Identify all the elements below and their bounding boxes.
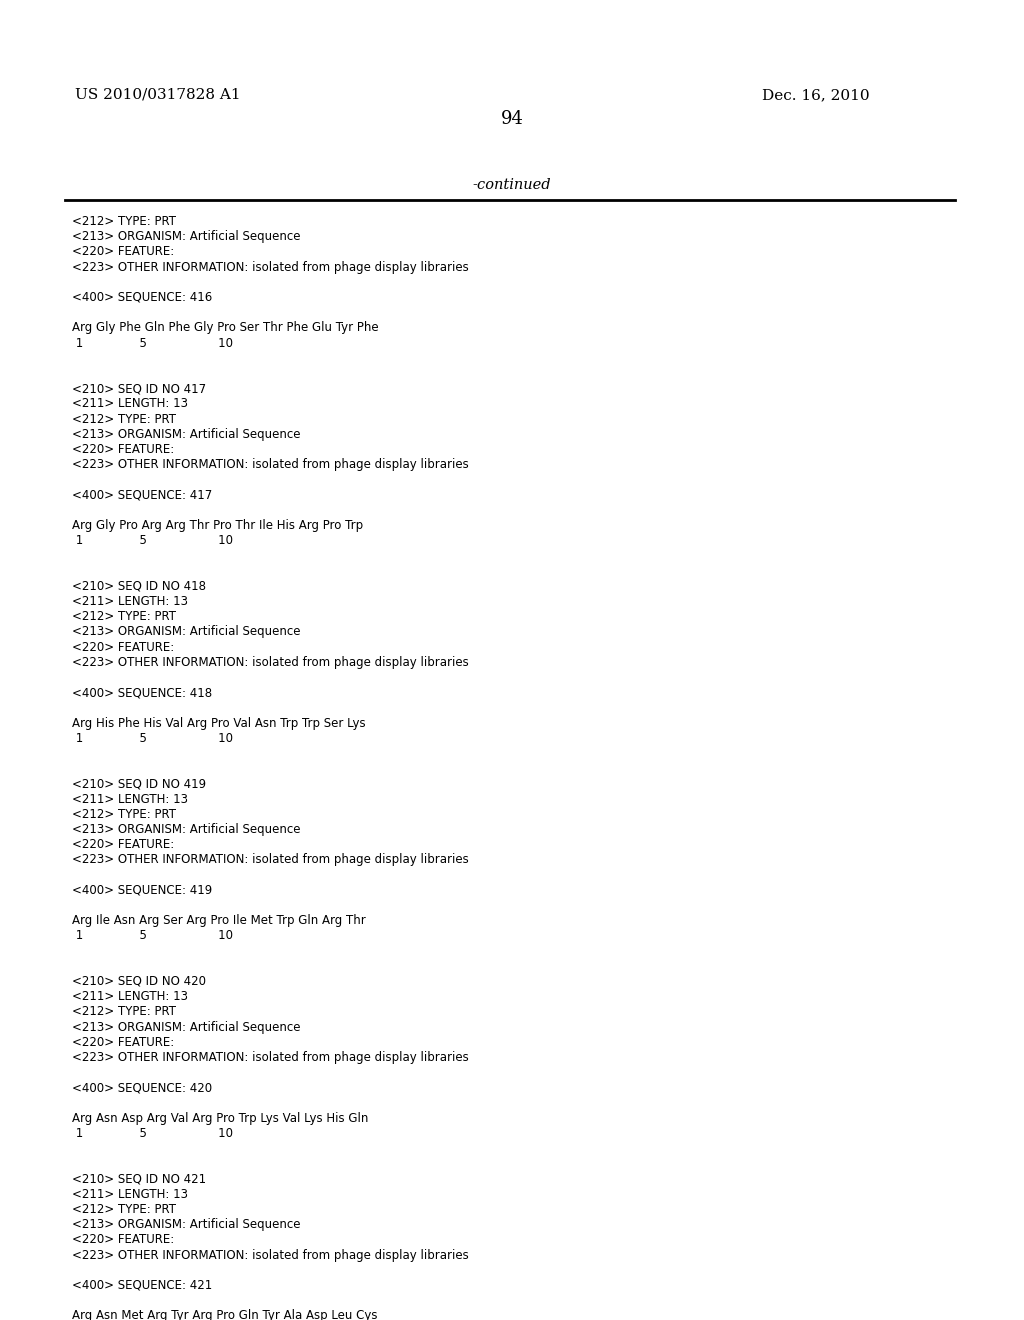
Text: Dec. 16, 2010: Dec. 16, 2010 [763,88,870,102]
Text: Arg Asn Met Arg Tyr Arg Pro Gln Tyr Ala Asp Leu Cys: Arg Asn Met Arg Tyr Arg Pro Gln Tyr Ala … [72,1309,378,1320]
Text: -continued: -continued [473,178,551,191]
Text: <213> ORGANISM: Artificial Sequence: <213> ORGANISM: Artificial Sequence [72,626,300,639]
Text: <210> SEQ ID NO 420: <210> SEQ ID NO 420 [72,975,206,987]
Text: <400> SEQUENCE: 417: <400> SEQUENCE: 417 [72,488,212,502]
Text: <210> SEQ ID NO 418: <210> SEQ ID NO 418 [72,579,206,593]
Text: 1               5                   10: 1 5 10 [72,1127,233,1140]
Text: <212> TYPE: PRT: <212> TYPE: PRT [72,610,176,623]
Text: Arg Ile Asn Arg Ser Arg Pro Ile Met Trp Gln Arg Thr: Arg Ile Asn Arg Ser Arg Pro Ile Met Trp … [72,915,366,927]
Text: <400> SEQUENCE: 421: <400> SEQUENCE: 421 [72,1279,212,1292]
Text: <210> SEQ ID NO 417: <210> SEQ ID NO 417 [72,383,206,395]
Text: US 2010/0317828 A1: US 2010/0317828 A1 [75,88,241,102]
Text: <400> SEQUENCE: 416: <400> SEQUENCE: 416 [72,290,212,304]
Text: <223> OTHER INFORMATION: isolated from phage display libraries: <223> OTHER INFORMATION: isolated from p… [72,854,469,866]
Text: <223> OTHER INFORMATION: isolated from phage display libraries: <223> OTHER INFORMATION: isolated from p… [72,260,469,273]
Text: 1               5                   10: 1 5 10 [72,929,233,942]
Text: <220> FEATURE:: <220> FEATURE: [72,640,174,653]
Text: <220> FEATURE:: <220> FEATURE: [72,444,174,455]
Text: <212> TYPE: PRT: <212> TYPE: PRT [72,413,176,425]
Text: <220> FEATURE:: <220> FEATURE: [72,246,174,259]
Text: Arg Asn Asp Arg Val Arg Pro Trp Lys Val Lys His Gln: Arg Asn Asp Arg Val Arg Pro Trp Lys Val … [72,1111,369,1125]
Text: <211> LENGTH: 13: <211> LENGTH: 13 [72,990,188,1003]
Text: <213> ORGANISM: Artificial Sequence: <213> ORGANISM: Artificial Sequence [72,822,300,836]
Text: 1               5                   10: 1 5 10 [72,535,233,548]
Text: Arg His Phe His Val Arg Pro Val Asn Trp Trp Ser Lys: Arg His Phe His Val Arg Pro Val Asn Trp … [72,717,366,730]
Text: <212> TYPE: PRT: <212> TYPE: PRT [72,1203,176,1216]
Text: <213> ORGANISM: Artificial Sequence: <213> ORGANISM: Artificial Sequence [72,428,300,441]
Text: 1               5                   10: 1 5 10 [72,731,233,744]
Text: Arg Gly Pro Arg Arg Thr Pro Thr Ile His Arg Pro Trp: Arg Gly Pro Arg Arg Thr Pro Thr Ile His … [72,519,364,532]
Text: 94: 94 [501,110,523,128]
Text: <223> OTHER INFORMATION: isolated from phage display libraries: <223> OTHER INFORMATION: isolated from p… [72,458,469,471]
Text: <211> LENGTH: 13: <211> LENGTH: 13 [72,792,188,805]
Text: <211> LENGTH: 13: <211> LENGTH: 13 [72,397,188,411]
Text: <212> TYPE: PRT: <212> TYPE: PRT [72,808,176,821]
Text: <213> ORGANISM: Artificial Sequence: <213> ORGANISM: Artificial Sequence [72,1020,300,1034]
Text: <213> ORGANISM: Artificial Sequence: <213> ORGANISM: Artificial Sequence [72,1218,300,1232]
Text: <220> FEATURE:: <220> FEATURE: [72,1233,174,1246]
Text: Arg Gly Phe Gln Phe Gly Pro Ser Thr Phe Glu Tyr Phe: Arg Gly Phe Gln Phe Gly Pro Ser Thr Phe … [72,321,379,334]
Text: <400> SEQUENCE: 419: <400> SEQUENCE: 419 [72,884,212,896]
Text: <210> SEQ ID NO 419: <210> SEQ ID NO 419 [72,777,206,791]
Text: <220> FEATURE:: <220> FEATURE: [72,1036,174,1049]
Text: <223> OTHER INFORMATION: isolated from phage display libraries: <223> OTHER INFORMATION: isolated from p… [72,656,469,669]
Text: <211> LENGTH: 13: <211> LENGTH: 13 [72,1188,188,1201]
Text: <220> FEATURE:: <220> FEATURE: [72,838,174,851]
Text: <213> ORGANISM: Artificial Sequence: <213> ORGANISM: Artificial Sequence [72,230,300,243]
Text: <211> LENGTH: 13: <211> LENGTH: 13 [72,595,188,609]
Text: <223> OTHER INFORMATION: isolated from phage display libraries: <223> OTHER INFORMATION: isolated from p… [72,1249,469,1262]
Text: <400> SEQUENCE: 420: <400> SEQUENCE: 420 [72,1081,212,1094]
Text: <223> OTHER INFORMATION: isolated from phage display libraries: <223> OTHER INFORMATION: isolated from p… [72,1051,469,1064]
Text: <400> SEQUENCE: 418: <400> SEQUENCE: 418 [72,686,212,700]
Text: <212> TYPE: PRT: <212> TYPE: PRT [72,215,176,228]
Text: <212> TYPE: PRT: <212> TYPE: PRT [72,1006,176,1019]
Text: 1               5                   10: 1 5 10 [72,337,233,350]
Text: <210> SEQ ID NO 421: <210> SEQ ID NO 421 [72,1172,206,1185]
